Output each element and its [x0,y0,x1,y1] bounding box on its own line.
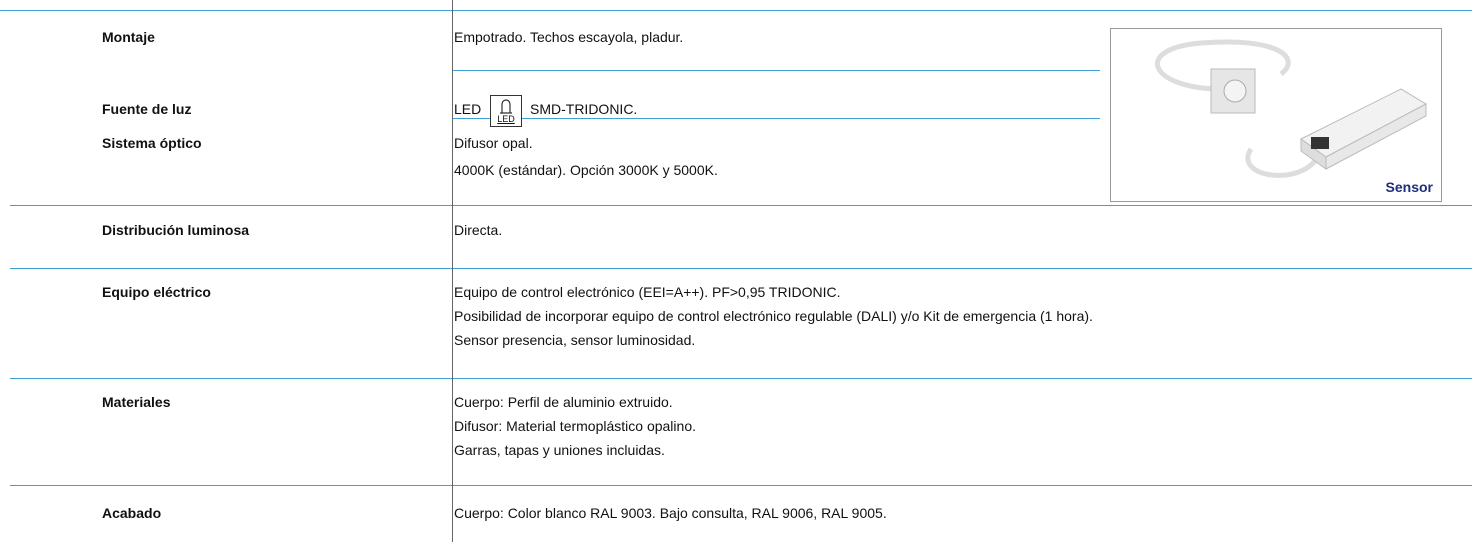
row-label: Montaje [102,29,155,45]
row-value: Difusor opal. [454,135,533,151]
row-value: Posibilidad de incorporar equipo de cont… [454,308,1093,324]
row-value: Directa. [454,222,503,238]
row-value: Empotrado. Techos escayola, pladur. [454,29,684,45]
row-value: Cuerpo: Color blanco RAL 9003. Bajo cons… [454,505,887,521]
led-icon: LED [490,95,522,127]
row-label: Materiales [102,394,171,410]
product-image: Sensor [1110,28,1442,202]
column-divider [452,0,453,542]
row-value: Cuerpo: Perfil de aluminio extruido. [454,394,673,410]
row-divider [452,70,1100,71]
row-divider [10,268,1472,269]
row-label: Fuente de luz [102,101,192,117]
row-divider [10,485,1472,486]
row-divider [0,10,1472,11]
image-caption: Sensor [1385,179,1433,195]
icon-label: LED [497,114,515,124]
row-value: Sensor presencia, sensor luminosidad. [454,332,696,348]
sensor-illustration [1155,39,1428,178]
row-divider [452,118,1100,119]
led-bulb [500,99,512,114]
row-label: Distribución luminosa [102,222,250,238]
row-label: Sistema óptico [102,135,202,151]
row-label: Equipo eléctrico [102,284,211,300]
row-value: Equipo de control electrónico (EEI=A++).… [454,284,841,300]
row-divider [10,205,1472,206]
row-value: Difusor: Material termoplástico opalino. [454,418,696,434]
row-value: SMD-TRIDONIC. [530,101,638,117]
row-value: Garras, tapas y uniones incluidas. [454,442,665,458]
row-label: Acabado [102,505,162,521]
row-value: 4000K (estándar). Opción 3000K y 5000K. [454,162,718,178]
row-value: LED [454,101,482,117]
row-divider [10,378,1472,379]
